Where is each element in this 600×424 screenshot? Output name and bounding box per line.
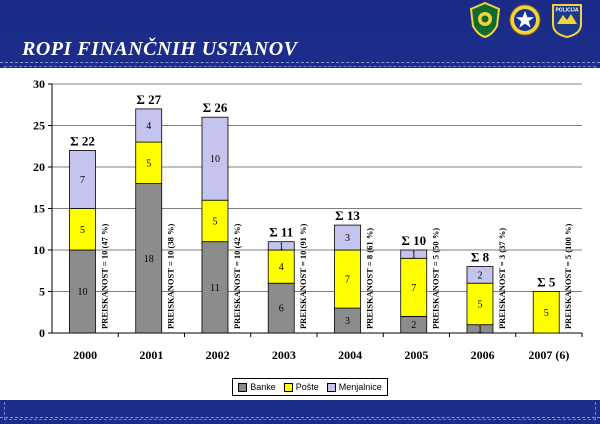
bar-segment-poste [201, 199, 229, 243]
bar-segment-banke [201, 241, 229, 334]
bar-segment-banke [267, 282, 295, 334]
x-tick-label: 2001 [139, 348, 163, 362]
y-tick-label: 10 [33, 243, 45, 257]
chart-panel [0, 68, 600, 400]
x-tick-label: 2000 [73, 348, 97, 362]
total-label: Σ 10 [401, 233, 426, 248]
bar-segment-poste [466, 282, 494, 326]
data-label-menjalnice: 1 [279, 241, 284, 252]
data-label-poste: 4 [279, 262, 284, 273]
x-tick-label: 2003 [272, 348, 296, 362]
data-label-menjalnice: 2 [477, 270, 482, 281]
y-tick-label: 20 [33, 160, 45, 174]
total-label: Σ 22 [70, 133, 95, 148]
legend-swatch-banke [238, 382, 248, 392]
policija-shield-label: POLICIJA [555, 8, 578, 14]
data-label-menjalnice: 1 [411, 250, 416, 261]
data-label-poste: 7 [345, 275, 350, 286]
data-label-poste: 5 [544, 308, 549, 319]
preiskanost-annotation: PREISKANOST = 10 (38 %) [166, 224, 176, 329]
preiskanost-annotation: PREISKANOST = 8 (61 %) [364, 228, 374, 329]
legend-swatch-menjalnice [326, 382, 336, 392]
chart-legend: Banke Pošte Menjalnice [232, 378, 388, 396]
total-label: Σ 27 [136, 92, 161, 107]
y-tick-label: 0 [39, 326, 45, 340]
preiskanost-annotation: PREISKANOST = 10 (91 %) [298, 224, 308, 329]
data-label-banke: 11 [210, 283, 220, 294]
total-label: Σ 13 [335, 208, 360, 223]
data-label-menjalnice: 10 [210, 154, 220, 165]
bar-segment-menjalnice [466, 266, 494, 284]
legend-label-poste: Pošte [295, 382, 319, 392]
bar-segment-poste [400, 257, 428, 317]
legend-label-menjalnice: Menjalnice [338, 382, 382, 392]
preiskanost-annotation: PREISKANOST = 5 (50 %) [431, 228, 441, 329]
bar-segment-menjalnice [400, 249, 428, 259]
star-badge-icon [509, 4, 541, 36]
bar-segment-menjalnice [334, 224, 361, 251]
data-label-menjalnice: 7 [80, 175, 85, 186]
legend-item-poste: Pošte [283, 382, 319, 392]
bar-segment-menjalnice [135, 108, 163, 143]
bar-segment-poste [267, 249, 295, 284]
bar-segment-banke [334, 307, 361, 334]
legend-swatch-poste [283, 382, 293, 392]
bar-segment-poste [135, 141, 163, 184]
preiskanost-annotation: PREISKANOST = 10 (47 %) [99, 224, 109, 329]
bottom-divider [0, 417, 600, 418]
data-label-banke: 2 [411, 320, 416, 331]
preiskanost-annotation: PREISKANOST = 10 (42 %) [232, 224, 242, 329]
bar-segment-banke [135, 183, 163, 334]
data-label-poste: 5 [146, 158, 151, 169]
x-tick-label: 2004 [338, 348, 362, 362]
total-label: Σ 11 [269, 225, 293, 240]
legend-label-banke: Banke [250, 382, 276, 392]
preiskanost-annotation: PREISKANOST = 5 (100 %) [563, 224, 573, 329]
bar-segment-menjalnice [267, 241, 295, 251]
police-badge-icon [469, 2, 501, 38]
page-title: ROPI FINANČNIH USTANOV [22, 38, 298, 60]
total-label: Σ 8 [471, 250, 490, 265]
bar-segment-menjalnice [69, 150, 96, 209]
x-tick-label: 2007 (6) [528, 348, 569, 362]
data-label-banke: 1 [477, 324, 482, 335]
data-label-banke: 3 [345, 316, 350, 327]
total-label: Σ 5 [537, 275, 556, 290]
y-tick-label: 5 [39, 285, 45, 299]
bar-segment-poste [334, 249, 361, 309]
legend-item-banke: Banke [238, 382, 276, 392]
total-label: Σ 26 [203, 100, 228, 115]
y-tick-label: 15 [33, 202, 45, 216]
data-label-poste: 5 [477, 299, 482, 310]
x-tick-label: 2006 [471, 348, 495, 362]
data-label-banke: 10 [77, 287, 87, 298]
data-label-menjalnice: 3 [345, 233, 350, 244]
data-label-banke: 6 [279, 304, 284, 315]
x-tick-label: 2002 [206, 348, 230, 362]
policija-shield-icon: POLICIJA [552, 4, 582, 38]
data-label-poste: 5 [212, 216, 217, 227]
bar-segment-poste [532, 291, 560, 334]
data-label-poste: 5 [80, 225, 85, 236]
y-tick-label: 30 [33, 77, 45, 91]
y-tick-label: 25 [33, 119, 45, 133]
preiskanost-annotation: PREISKANOST = 3 (37 %) [497, 228, 507, 329]
legend-item-menjalnice: Menjalnice [326, 382, 382, 392]
bar-segment-menjalnice [201, 116, 229, 201]
x-tick-label: 2005 [404, 348, 428, 362]
data-label-banke: 18 [144, 254, 154, 265]
data-label-poste: 7 [411, 283, 416, 294]
data-label-menjalnice: 4 [146, 121, 151, 132]
title-divider [0, 62, 600, 63]
